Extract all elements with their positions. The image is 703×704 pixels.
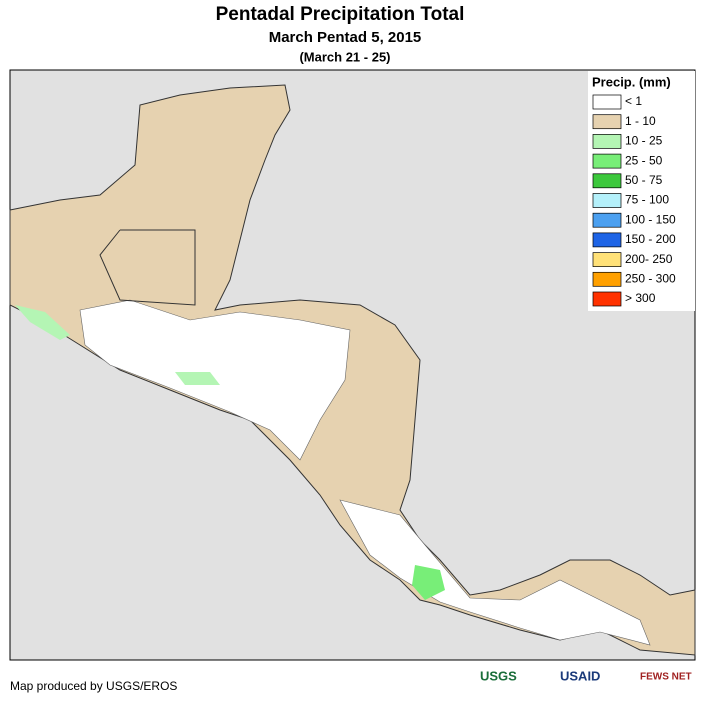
legend-label: > 300: [625, 291, 656, 305]
logo: FEWS NET: [640, 672, 692, 683]
legend-label: 150 - 200: [625, 232, 676, 246]
legend-label: 250 - 300: [625, 271, 676, 285]
legend-swatch: [592, 232, 622, 248]
legend-swatch: [592, 114, 622, 130]
legend-label: 25 - 50: [625, 153, 663, 167]
legend-swatch: [592, 173, 622, 189]
legend-swatch: [592, 271, 622, 287]
subtitle: March Pentad 5, 2015: [269, 29, 422, 46]
legend-swatch: [592, 212, 622, 228]
legend-box: [588, 71, 695, 311]
legend-swatch: [592, 153, 622, 169]
legend-label: 100 - 150: [625, 212, 676, 226]
logo: USGS: [480, 668, 517, 683]
boundary: [99, 229, 196, 306]
logo: USAID: [560, 668, 600, 683]
legend-label: 10 - 25: [625, 134, 663, 148]
legend-label: < 1: [625, 94, 642, 108]
land: [9, 84, 696, 656]
legend-swatch: [592, 193, 622, 208]
wet-area: [412, 565, 445, 600]
wet-area: [15, 305, 70, 340]
legend-title: Precip. (mm): [592, 74, 671, 89]
legend-label: 1 - 10: [625, 114, 656, 128]
legend-label: 50 - 75: [625, 173, 663, 187]
legend-swatch: [592, 134, 622, 149]
legend-swatch: [592, 94, 622, 110]
legend-label: 200- 250: [625, 252, 673, 266]
wet-area: [175, 372, 220, 385]
legend: Precip. (mm) < 1 1 - 10 10 - 25 25 - 50 50 -…: [588, 71, 695, 311]
legend-swatch: [592, 252, 622, 267]
legend-swatch: [592, 291, 622, 307]
legend-label: 75 - 100: [625, 193, 669, 207]
date-range: (March 21 - 25): [299, 49, 390, 64]
title: Pentadal Precipitation Total: [216, 4, 465, 25]
map: [9, 69, 696, 661]
credit: Map produced by USGS/EROS: [10, 679, 177, 693]
